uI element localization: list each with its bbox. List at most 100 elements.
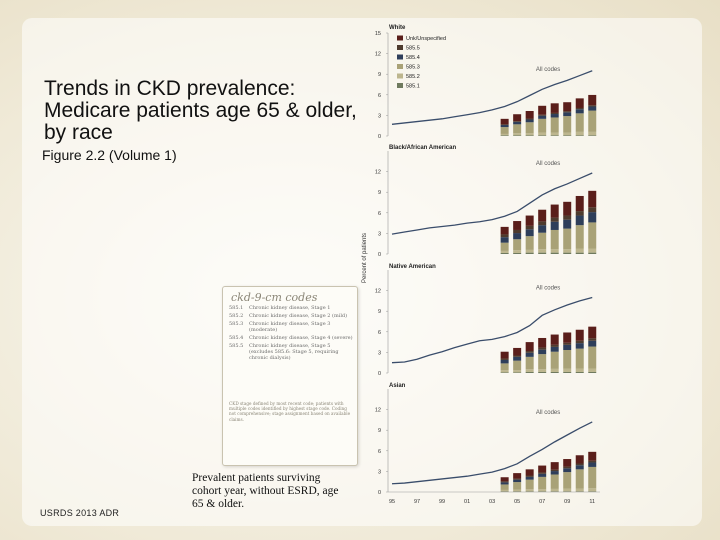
bar-segment: [563, 466, 572, 469]
bar-segment: [525, 252, 534, 254]
all-codes-line: [391, 421, 593, 485]
bar-segment: [575, 109, 584, 114]
all-codes-label: All codes: [536, 285, 560, 291]
bar-segment: [525, 489, 534, 492]
bar-segment: [575, 107, 584, 110]
bar-segment: [500, 351, 509, 359]
bar-segment: [538, 115, 547, 119]
legend-swatch: [397, 54, 403, 60]
bar-segment: [550, 135, 559, 136]
code-description: Chronic kidney disease, Stage 3 (moderat…: [249, 321, 331, 333]
bar-segment: [588, 94, 597, 106]
bar-segment: [500, 250, 509, 253]
x-tick-label: 95: [389, 499, 395, 505]
code-key: 585.1: [229, 305, 244, 311]
bar-segment: [588, 488, 597, 492]
bar-segment: [550, 462, 559, 470]
bar-segment: [525, 351, 534, 353]
bar-segment: [575, 343, 584, 349]
y-tick-label: 9: [378, 190, 381, 196]
bar-segment: [563, 111, 572, 113]
bar-segment: [563, 371, 572, 373]
bar-segment: [513, 121, 522, 125]
legend-swatch: [397, 35, 403, 41]
bar-segment: [500, 489, 509, 492]
bar-segment: [538, 105, 547, 115]
bar-segment: [575, 131, 584, 136]
bar-segment: [525, 133, 534, 136]
bar-segment: [575, 491, 584, 492]
icd9-codes-box: ckd-9-cm codes 585.1 Chronic kidney disea…: [222, 286, 358, 466]
legend-label: 585.1: [406, 84, 420, 90]
code-description: Chronic kidney disease, Stage 1: [249, 305, 331, 311]
bar-segment: [588, 190, 597, 208]
y-tick-label: 3: [378, 350, 381, 356]
bar-segment: [563, 472, 572, 489]
bar-segment: [525, 371, 534, 373]
legend-swatch: [397, 73, 403, 79]
y-tick-label: 6: [378, 211, 381, 217]
bar-segment: [575, 329, 584, 341]
code-key: 585.2: [229, 313, 244, 319]
bar-segment: [563, 249, 572, 253]
bar-segment: [513, 239, 522, 251]
bar-segment: [538, 476, 547, 490]
bar-segment: [563, 102, 572, 112]
bar-segment: [525, 111, 534, 119]
all-codes-label: All codes: [536, 410, 560, 416]
y-tick-label: 15: [375, 31, 381, 37]
bar-segment: [525, 118, 534, 120]
y-tick-label: 12: [375, 289, 381, 295]
bar-segment: [538, 225, 547, 233]
bar-segment: [525, 249, 534, 253]
bar-segment: [538, 135, 547, 136]
bar-segment: [513, 229, 522, 234]
x-tick-label: 11: [589, 499, 595, 505]
bar-segment: [588, 106, 597, 111]
bar-segment: [500, 481, 509, 483]
bar-segment: [513, 233, 522, 240]
bar-segment: [538, 369, 547, 372]
bar-segment: [513, 478, 522, 480]
all-codes-line: [391, 70, 593, 125]
bar-segment: [538, 118, 547, 133]
bar-segment: [538, 473, 547, 477]
bar-segment: [588, 460, 597, 463]
bar-segment: [550, 132, 559, 136]
panel-label: Asian: [389, 383, 406, 389]
code-key: 585.3: [229, 321, 244, 327]
bar-segment: [500, 477, 509, 482]
y-tick-label: 9: [378, 309, 381, 315]
bar-segment: [513, 479, 522, 483]
x-tick-label: 03: [489, 499, 495, 505]
bar-segment: [588, 368, 597, 372]
bar-segment: [575, 215, 584, 226]
bar-segment: [500, 135, 509, 136]
bar-segment: [588, 466, 597, 489]
bar-segment: [550, 344, 559, 347]
slide-subtitle: Figure 2.2 (Volume 1): [42, 147, 177, 163]
bar-segment: [525, 135, 534, 136]
legend-label: 585.5: [406, 46, 420, 52]
codes-note: CKD stage defined by most recent code; p…: [229, 401, 351, 422]
bar-segment: [525, 352, 534, 357]
bar-segment: [538, 132, 547, 136]
bar-segment: [513, 135, 522, 136]
legend-swatch: [397, 64, 403, 69]
code-description: Chronic kidney disease, Stage 4 (severe): [249, 335, 353, 341]
source-footer: USRDS 2013 ADR: [40, 508, 120, 518]
bar-segment: [563, 491, 572, 492]
bar-segment: [575, 469, 584, 489]
bar-segment: [513, 489, 522, 492]
code-row: 585.5 Chronic kidney disease, Stage 5 (ex…: [229, 343, 353, 361]
code-row: 585.3 Chronic kidney disease, Stage 3 (mo…: [229, 321, 353, 333]
codes-list: 585.1 Chronic kidney disease, Stage 1 585.…: [229, 305, 353, 363]
bar-segment: [525, 122, 534, 134]
all-codes-label: All codes: [536, 161, 560, 167]
bar-segment: [500, 125, 509, 128]
bar-segment: [563, 488, 572, 492]
bar-segment: [575, 340, 584, 344]
bar-segment: [575, 211, 584, 216]
legend-label: Unk/Unspecified: [406, 36, 446, 42]
bar-segment: [525, 229, 534, 237]
